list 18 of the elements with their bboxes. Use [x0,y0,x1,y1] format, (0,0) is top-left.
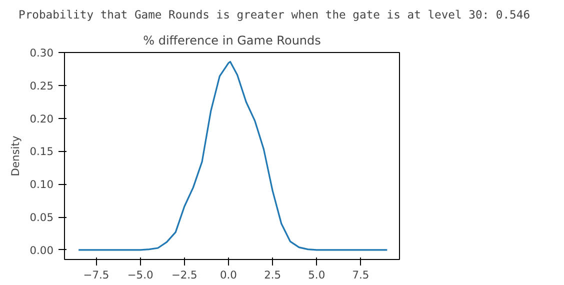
y-axis-title: Density [8,136,22,176]
x-tick-label: 0.0 [220,268,238,282]
y-tick-label: 0.10 [30,178,54,192]
y-tick-label: 0.25 [30,79,54,92]
line-series [78,60,388,251]
x-tick-label: −5.0 [127,268,154,282]
y-tick-label: 0.20 [30,112,54,126]
x-tick-label: 7.5 [352,268,370,282]
y-tick-label: 0.30 [30,46,54,60]
y-tick-label: 0.00 [30,244,54,257]
text: Probability that Game Rounds is greater when the gate is at level 30: 0.546 [18,8,530,22]
y-tick-label: 0.05 [30,211,54,224]
y-tick-label: 0.15 [30,145,54,158]
x-tick-label: 5.0 [308,268,326,282]
chart-title: % difference in Game Rounds [143,34,321,48]
x-tick-label: 2.5 [264,268,282,282]
x-tick-label: −7.5 [83,268,110,282]
x-tick-label: −2.5 [171,268,198,282]
